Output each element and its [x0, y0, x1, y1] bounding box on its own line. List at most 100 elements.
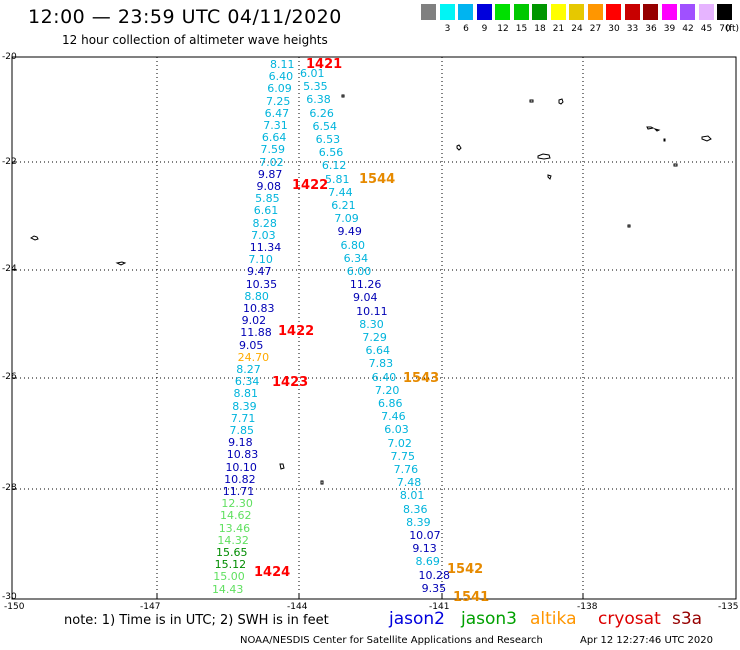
lon-label: -138: [577, 602, 598, 612]
scale-swatch: [587, 4, 603, 20]
island-outline: [279, 463, 285, 470]
wave-height-value: 15.00: [213, 570, 245, 584]
wave-height-value: 7.75: [390, 449, 415, 463]
wave-height-value: 8.36: [402, 502, 428, 516]
legend-cryosat: cryosat: [598, 609, 661, 629]
wave-height-value: 11.71: [222, 485, 255, 498]
wave-height-value: 9.35: [421, 581, 447, 595]
wave-height-value: 9.02: [241, 314, 267, 328]
wave-height-value: 9.05: [238, 338, 264, 352]
time-label: 1544: [359, 172, 396, 187]
scale-swatch: [569, 4, 584, 20]
scale-swatch: [421, 4, 436, 20]
time-label: 1422: [278, 324, 315, 339]
scale-label: 15: [515, 24, 528, 34]
wave-height-value: 7.71: [230, 411, 256, 425]
wave-height-value: 6.26: [309, 106, 334, 120]
wave-height-value: 7.48: [396, 476, 422, 490]
wave-height-value: 9.49: [337, 225, 362, 239]
lon-label: -135: [718, 602, 739, 612]
wave-height-value: 7.02: [387, 436, 412, 450]
scale-swatch: [680, 4, 695, 20]
scale-swatch: [513, 4, 529, 20]
wave-height-value: 7.46: [381, 410, 406, 424]
island-outline: [627, 224, 631, 228]
wave-height-value: 11.88: [240, 326, 272, 340]
wave-height-value: 7.03: [251, 228, 276, 242]
island-outline: [320, 480, 324, 485]
scale-label: 39: [663, 24, 676, 34]
wave-height-value: 8.28: [252, 216, 277, 230]
scale-unit: (ft): [725, 24, 740, 34]
wave-height-value: 9.04: [353, 291, 378, 305]
wave-height-value: 6.56: [318, 146, 344, 160]
scale-label: 21: [552, 24, 565, 34]
scale-swatch: [550, 4, 566, 20]
wave-height-value: 10.11: [356, 304, 388, 318]
map-subtitle: 12 hour collection of altimeter wave hei…: [62, 33, 328, 47]
island-outline: [115, 261, 127, 266]
time-label: 1421: [306, 57, 343, 72]
time-label: 1423: [272, 375, 309, 390]
scale-label: 42: [682, 24, 694, 34]
scale-swatch: [495, 4, 510, 20]
island-outline: [673, 163, 678, 167]
lon-label: -144: [287, 602, 308, 612]
wave-height-value: 6.54: [312, 119, 337, 133]
wave-height-value: 7.25: [265, 94, 291, 108]
wave-height-value: 15.12: [214, 558, 247, 572]
scale-label: 33: [626, 24, 639, 34]
wave-height-value: 8.01: [399, 489, 425, 503]
wave-height-value: 8.39: [232, 399, 257, 413]
scale-label: 45: [700, 24, 713, 34]
wave-height-value: 7.02: [259, 155, 284, 169]
scale-label: 70: [719, 24, 731, 34]
wave-height-value: 10.83: [243, 302, 275, 315]
wave-height-value: 7.83: [368, 357, 394, 371]
wave-height-value: 6.34: [234, 375, 260, 389]
wave-height-value: 13.46: [218, 521, 251, 535]
wave-height-value: 5.81: [324, 172, 350, 186]
legend-altika: altika: [530, 609, 577, 629]
wave-height-value: 9.13: [412, 542, 437, 556]
legend-jason3: jason3: [461, 609, 517, 629]
lat-label: -24: [2, 264, 17, 274]
wave-height-value: 10.07: [409, 529, 441, 542]
wave-height-value: 7.10: [248, 253, 273, 267]
wave-height-value: 11.26: [349, 278, 382, 292]
wave-height-value: 6.01: [300, 67, 325, 80]
scale-swatch: [643, 4, 658, 20]
wave-height-value: 6.64: [365, 344, 391, 358]
wave-height-value: 24.70: [237, 350, 270, 364]
time-label: 1541: [453, 590, 490, 605]
wave-height-value: 7.59: [260, 143, 286, 157]
wave-height-value: 6.38: [306, 93, 331, 107]
island-outline: [537, 153, 551, 160]
wave-height-value: 6.53: [315, 133, 341, 146]
scale-swatch: [476, 4, 492, 20]
scale-swatch: [439, 4, 455, 20]
scale-label: 12: [497, 24, 509, 34]
wave-height-value: 9.47: [247, 265, 272, 279]
wave-height-value: 6.64: [261, 131, 287, 145]
island-outline: [547, 174, 552, 180]
island-outline: [30, 235, 39, 241]
wave-height-value: 10.10: [225, 460, 257, 474]
scale-swatch: [532, 4, 547, 20]
wave-height-value: 7.29: [362, 331, 387, 344]
credit-line: NOAA/NESDIS Center for Satellite Applica…: [240, 635, 543, 646]
footer-note: note: 1) Time is in UTC; 2) SWH is in fe…: [64, 613, 329, 628]
scale-label: 9: [481, 24, 488, 34]
wave-height-value: 10.83: [226, 448, 259, 462]
wave-height-value: 8.69: [415, 555, 440, 569]
lat-label: -26: [2, 372, 17, 382]
wave-height-value: 7.20: [374, 383, 400, 397]
timestamp: Apr 12 12:27:46 UTC 2020: [580, 635, 713, 646]
lat-label: -28: [2, 483, 17, 493]
scale-swatch: [698, 4, 714, 20]
wave-height-value: 5.85: [255, 192, 280, 206]
wave-height-value: 14.32: [217, 533, 249, 547]
island-outline: [653, 128, 661, 132]
island-outline: [663, 138, 666, 142]
wave-height-value: 7.44: [328, 185, 353, 199]
